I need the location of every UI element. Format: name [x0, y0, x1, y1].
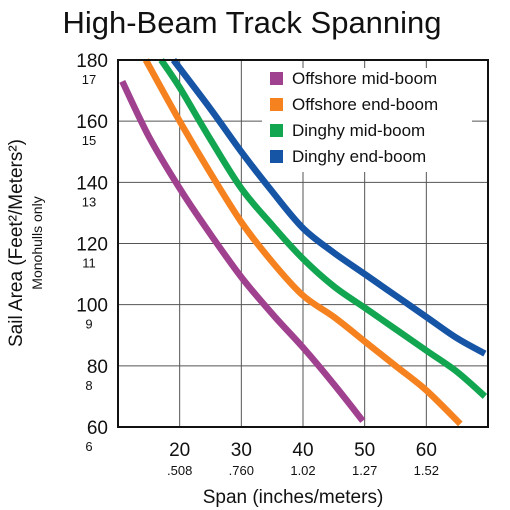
- x-tick-sublabel: 1.52: [414, 463, 439, 478]
- x-tick-sublabel: .508: [167, 463, 192, 478]
- legend: Offshore mid-boom Offshore end-boom Dinghy…: [262, 68, 472, 172]
- y-tick-sublabel: 8: [85, 378, 92, 393]
- y-tick-label: 120: [76, 235, 108, 256]
- y-tick-label: 160: [76, 112, 108, 133]
- series-line-offshore-end-boom: [142, 58, 463, 427]
- x-tick-labels: 20 .508 30 .760 40 1.02 50 1.27 60 1.52: [167, 440, 439, 478]
- y-tick-sublabel: 6: [85, 439, 92, 454]
- chart-title: High-Beam Track Spanning: [62, 5, 441, 40]
- y-tick-label: 140: [76, 173, 108, 194]
- y-tick-label: 180: [76, 51, 108, 72]
- y-tick-label: 60: [87, 418, 108, 439]
- legend-swatch: [270, 150, 283, 163]
- y-tick-sublabel: 15: [82, 133, 96, 148]
- plot-frame: [117, 59, 489, 428]
- y-tick-sublabel: 9: [85, 317, 92, 332]
- x-tick-sublabel: 1.02: [290, 463, 315, 478]
- y-tick-sublabel: 11: [82, 256, 96, 271]
- y-tick-sublabel: 13: [82, 194, 96, 209]
- x-tick-label: 50: [354, 440, 375, 461]
- x-axis-label: Span (inches/meters): [203, 487, 384, 508]
- legend-swatch: [270, 98, 283, 111]
- series-line-dinghy-mid-boom: [158, 58, 488, 399]
- legend-swatch: [270, 72, 283, 85]
- legend-label: Offshore mid-boom: [292, 69, 437, 88]
- x-tick-sublabel: 1.27: [352, 463, 377, 478]
- x-tick-label: 40: [292, 440, 313, 461]
- x-tick-label: 30: [231, 440, 252, 461]
- y-axis-sublabel: Monohulls only: [29, 196, 45, 289]
- y-tick-sublabel: 17: [82, 72, 96, 87]
- legend-background: [262, 68, 472, 172]
- y-tick-label: 80: [87, 357, 108, 378]
- series-lines: [119, 58, 488, 427]
- legend-label: Dinghy end-boom: [292, 147, 426, 166]
- x-tick-label: 60: [416, 440, 437, 461]
- series-line-offshore-mid-boom: [119, 79, 366, 423]
- legend-label: Dinghy mid-boom: [292, 121, 425, 140]
- legend-label: Offshore end-boom: [292, 95, 438, 114]
- y-tick-label: 100: [76, 296, 108, 317]
- y-axis-label: Sail Area (Feet²/Meters²): [6, 139, 27, 347]
- series-line-dinghy-end-boom: [170, 58, 487, 357]
- x-tick-sublabel: .760: [229, 463, 254, 478]
- x-tick-label: 20: [169, 440, 190, 461]
- legend-swatch: [270, 124, 283, 137]
